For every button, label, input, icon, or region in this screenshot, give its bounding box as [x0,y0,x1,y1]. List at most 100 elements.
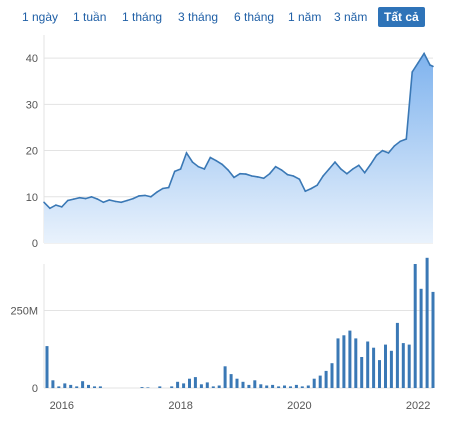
price-point [328,168,330,170]
price-point [84,197,87,200]
range-button-1[interactable]: 1 tuần [73,10,107,24]
price-point [67,199,69,202]
price-point [126,199,128,202]
volume-bar [324,370,328,388]
x-tick-label: 2020 [287,400,311,412]
volume-bar [211,386,215,388]
price-point [417,61,420,64]
volume-bar [51,380,55,389]
volume-bar [372,347,376,388]
price-point [138,195,140,197]
volume-bar [407,344,411,388]
volume-bar [140,387,144,388]
volume-bar [158,386,162,388]
price-point [251,175,253,177]
price-point [352,168,354,170]
range-button-4[interactable]: 6 tháng [234,10,275,24]
range-button-5[interactable]: 1 năm [288,10,322,24]
price-point [340,168,342,170]
volume-bars [45,257,435,389]
price-point [78,196,81,199]
volume-bar [306,385,310,388]
volume-y-axis: 0 250M [10,306,38,396]
price-point [363,171,366,174]
price-y-tick-label: 20 [26,146,38,158]
price-point [310,187,313,190]
volume-bar [360,357,364,388]
price-point [298,178,301,180]
price-point [304,190,307,192]
volume-y-tick-label: 250M [10,306,38,318]
x-tick-label: 2018 [168,400,192,412]
volume-bar [247,384,251,388]
volume-bar [271,384,275,388]
price-y-axis: 0 10 20 30 40 [26,53,38,250]
price-point [61,206,63,208]
volume-bar [98,386,102,388]
price-points [43,52,434,210]
price-point [197,165,200,168]
price-point [316,184,319,186]
volume-bar [223,366,227,388]
volume-bar [366,341,370,388]
price-point [387,152,390,154]
volume-bar [419,288,423,388]
x-tick-label: 2016 [50,400,74,412]
range-button-0[interactable]: 1 ngày [22,10,59,24]
price-point [96,198,99,200]
volume-bar [395,322,399,388]
price-point [49,207,51,210]
price-point [114,200,117,203]
price-point [369,163,372,166]
price-y-tick-label: 40 [26,53,38,65]
volume-bar [170,386,174,388]
price-point [286,173,289,176]
volume-bar [342,335,346,388]
price-point [102,201,105,204]
volume-bar [318,375,322,388]
volume-bar [425,257,429,388]
volume-bar [431,291,435,388]
volume-bar [384,344,387,388]
price-point [245,173,247,175]
price-point [156,191,158,193]
volume-bar [336,338,340,388]
volume-bar [259,384,263,388]
volume-bar [229,374,233,388]
volume-bar [81,381,85,388]
volume-bar [75,386,79,388]
price-point [393,145,396,147]
price-point [132,197,134,200]
volume-bar [199,384,203,388]
volume-bar [45,346,49,388]
range-button-6[interactable]: 3 năm [334,10,368,24]
volume-y-tick-label: 0 [32,383,38,395]
volume-bar [176,381,180,388]
price-y-tick-label: 0 [32,238,38,250]
price-point [239,172,241,175]
volume-bar [69,384,73,388]
price-point [399,140,402,143]
volume-bar [354,338,358,388]
range-button-3[interactable]: 3 tháng [178,10,219,24]
volume-bar [205,382,209,388]
price-point [262,177,265,180]
price-point [150,196,152,198]
volume-bar [265,385,269,388]
volume-bar [378,360,381,388]
price-y-tick-label: 10 [26,192,38,204]
price-point [167,186,170,189]
volume-bar [312,378,316,388]
range-button-2[interactable]: 1 tháng [122,10,163,24]
volume-bar [283,385,286,388]
price-point [405,138,408,140]
range-button-7[interactable]: Tất cả [378,7,425,27]
time-range-selector: 1 ngày 1 tuần 1 tháng 3 tháng 6 tháng 1 năm 3 … [0,7,454,29]
price-point [191,161,194,163]
volume-bar [57,386,61,388]
volume-bar [401,343,405,388]
x-tick-label: 2022 [406,400,430,412]
price-point [233,176,235,179]
price-point [346,172,348,175]
price-point [55,204,57,206]
